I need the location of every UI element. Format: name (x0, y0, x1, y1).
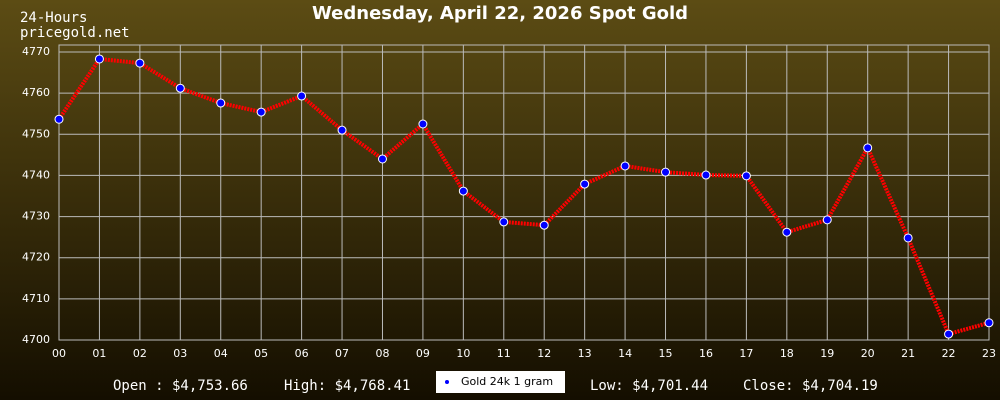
x-tick-label: 22 (942, 347, 956, 360)
y-tick-label: 4710 (22, 292, 50, 305)
open-stat: Open : $4,753.66 (113, 378, 248, 394)
price-marker (822, 215, 832, 225)
period-label: 24-Hours (20, 10, 87, 26)
y-tick-label: 4760 (22, 86, 50, 99)
price-marker (499, 217, 509, 227)
low-stat: Low: $4,701.44 (590, 378, 708, 394)
price-marker (741, 171, 751, 181)
y-tick-label: 4740 (22, 168, 50, 181)
site-label: pricegold.net (20, 25, 130, 41)
x-tick-label: 00 (52, 347, 66, 360)
price-marker (94, 54, 104, 64)
x-tick-label: 14 (618, 347, 632, 360)
x-tick-label: 11 (497, 347, 511, 360)
price-marker (337, 125, 347, 135)
x-tick-label: 03 (173, 347, 187, 360)
x-tick-label: 08 (375, 347, 389, 360)
price-marker (297, 91, 307, 101)
y-tick-label: 4770 (22, 45, 50, 58)
price-marker (418, 119, 428, 129)
y-tick-label: 4720 (22, 251, 50, 264)
price-marker (580, 179, 590, 189)
x-tick-label: 23 (982, 347, 996, 360)
x-tick-label: 04 (214, 347, 228, 360)
high-stat: High: $4,768.41 (284, 378, 410, 394)
price-marker (135, 58, 145, 68)
price-line (57, 56, 990, 337)
x-tick-label: 16 (699, 347, 713, 360)
x-tick-label: 21 (901, 347, 915, 360)
price-marker (620, 161, 630, 171)
price-marker (984, 318, 994, 328)
price-marker (539, 220, 549, 230)
price-marker (944, 329, 954, 339)
x-tick-label: 18 (780, 347, 794, 360)
x-tick-label: 02 (133, 347, 147, 360)
x-tick-label: 15 (659, 347, 673, 360)
x-tick-label: 06 (295, 347, 309, 360)
x-tick-label: 07 (335, 347, 349, 360)
x-tick-label: 12 (537, 347, 551, 360)
x-tick-label: 13 (578, 347, 592, 360)
price-marker (863, 143, 873, 153)
price-marker (256, 107, 266, 117)
x-tick-label: 09 (416, 347, 430, 360)
legend-label: Gold 24k 1 gram (461, 375, 553, 388)
x-tick-label: 20 (861, 347, 875, 360)
chart-title: Wednesday, April 22, 2026 Spot Gold (312, 3, 688, 24)
price-marker (661, 167, 671, 177)
price-marker (175, 83, 185, 93)
x-tick-label: 19 (820, 347, 834, 360)
x-tick-label: 01 (92, 347, 106, 360)
price-marker (216, 98, 226, 108)
price-marker (458, 186, 468, 196)
x-tick-label: 17 (739, 347, 753, 360)
y-tick-label: 4730 (22, 210, 50, 223)
price-marker (54, 114, 64, 124)
x-tick-label: 05 (254, 347, 268, 360)
price-marker (377, 154, 387, 164)
x-tick-label: 10 (456, 347, 470, 360)
legend-box (436, 371, 565, 393)
y-tick-label: 4750 (22, 127, 50, 140)
price-marker (782, 227, 792, 237)
price-marker (903, 233, 913, 243)
price-marker (701, 170, 711, 180)
legend-marker (445, 380, 449, 384)
y-tick-label: 4700 (22, 333, 50, 346)
close-stat: Close: $4,704.19 (743, 378, 878, 394)
